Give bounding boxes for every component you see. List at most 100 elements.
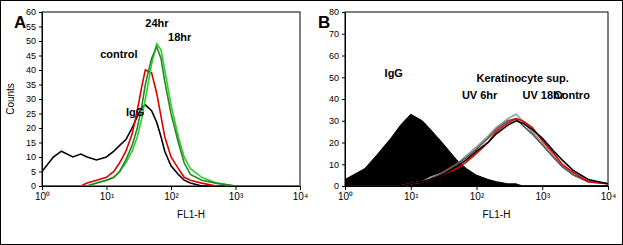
y-tick-label: 50 (26, 36, 36, 46)
y-tick-label: 40 (329, 94, 339, 104)
y-tick: 30 (26, 94, 42, 104)
x-tick: 10⁴ (601, 186, 616, 202)
panel: 10⁰10¹10²10³10⁴01020304050607080BFL1-HIg… (318, 7, 616, 220)
histogram-line (42, 44, 300, 186)
y-tick-label: 55 (26, 22, 36, 32)
y-tick-label: 80 (329, 7, 339, 17)
histogram-line (42, 105, 300, 186)
y-tick-label: 40 (26, 65, 36, 75)
y-tick: 10 (26, 152, 42, 162)
x-tick-label: 10³ (229, 191, 244, 202)
y-tick-label: 0 (31, 181, 36, 191)
x-tick-mark (107, 186, 108, 190)
y-tick-mark (39, 99, 42, 100)
y-tick-label: 45 (26, 51, 36, 61)
y-tick: 30 (329, 116, 345, 126)
x-tick-label: 10³ (536, 191, 551, 202)
y-tick: 20 (329, 138, 345, 148)
y-tick: 0 (334, 181, 345, 191)
plot-area (42, 44, 300, 186)
x-tick-label: 10² (164, 191, 179, 202)
y-tick-label: 50 (329, 73, 339, 83)
y-tick: 15 (26, 138, 42, 148)
y-axis-title: Counts (5, 83, 16, 115)
x-axis: 10⁰10¹10²10³10⁴ (338, 186, 616, 202)
y-tick: 0 (31, 181, 42, 191)
x-tick-label: 10¹ (100, 191, 115, 202)
y-tick-mark (342, 121, 345, 122)
y-tick-label: 30 (329, 116, 339, 126)
x-tick: 10³ (229, 186, 244, 202)
y-tick-label: 60 (26, 7, 36, 17)
x-tick-label: 10⁴ (601, 191, 616, 202)
y-tick: 50 (329, 73, 345, 83)
x-tick: 10² (164, 186, 179, 202)
x-tick-label: 10² (470, 191, 485, 202)
y-tick-label: 10 (26, 152, 36, 162)
histogram-area (345, 114, 608, 186)
y-tick: 60 (26, 7, 42, 17)
y-axis-line (342, 13, 346, 187)
x-axis-title: FL1-H (177, 209, 205, 220)
x-tick: 10⁰ (35, 186, 50, 202)
y-tick-mark (342, 56, 345, 57)
y-tick-mark (39, 186, 42, 187)
y-tick-label: 10 (329, 160, 339, 170)
y-tick-mark (39, 70, 42, 71)
annotation: 24hr (145, 17, 169, 29)
y-tick-mark (39, 12, 42, 13)
histogram-line (42, 70, 300, 186)
x-tick-label: 10⁰ (338, 191, 353, 202)
x-tick-mark (300, 186, 301, 190)
y-tick-mark (39, 128, 42, 129)
x-axis-title: FL1-H (483, 209, 511, 220)
x-tick-mark (236, 186, 237, 190)
y-tick-mark (342, 164, 345, 165)
x-axis: 10⁰ 10¹ 10² 10³ 10⁴ (35, 186, 308, 202)
y-tick: 50 (26, 36, 42, 46)
y-tick-mark (342, 99, 345, 100)
x-tick-mark (542, 186, 543, 190)
y-tick-mark (39, 27, 42, 28)
x-tick-label: 10⁴ (293, 191, 308, 202)
y-tick-label: 60 (329, 51, 339, 61)
figure-border (1, 1, 623, 245)
annotation: IgG (126, 106, 144, 118)
panel: 10⁰10¹10²10³10⁴051015202530354045505560A… (5, 7, 308, 220)
y-axis: 051015202530354045505560 (26, 7, 43, 191)
panel-title: A (14, 13, 26, 32)
y-tick-mark (39, 157, 42, 158)
y-tick-mark (342, 186, 345, 187)
y-tick-label: 70 (329, 29, 339, 39)
annotation: Keratinocyte sup. (477, 72, 569, 84)
x-tick: 10⁴ (293, 186, 308, 202)
histogram-line (345, 114, 608, 186)
annotation: Contro (554, 89, 590, 101)
x-tick-mark (608, 186, 609, 190)
y-tick-mark (342, 12, 345, 13)
x-axis-line (43, 187, 301, 191)
y-tick-mark (342, 143, 345, 144)
histogram-line (345, 121, 608, 186)
plot-area (345, 114, 608, 186)
y-tick: 60 (329, 51, 345, 61)
x-tick-label: 10⁰ (35, 191, 50, 202)
y-tick-mark (39, 41, 42, 42)
y-tick-label: 5 (31, 167, 36, 177)
histogram-line (345, 119, 608, 186)
annotation: IgG (385, 67, 403, 79)
y-tick-label: 25 (26, 109, 36, 119)
x-tick-mark (171, 186, 172, 190)
y-tick-label: 15 (26, 138, 36, 148)
y-tick-mark (39, 85, 42, 86)
y-tick-mark (39, 172, 42, 173)
histogram-line (42, 47, 300, 186)
y-axis: 0 10 20 30 40 50 60 70 80 (329, 7, 346, 191)
y-tick: 45 (26, 51, 42, 61)
y-tick: 40 (26, 65, 42, 75)
y-tick-mark (39, 114, 42, 115)
x-tick-mark (411, 186, 412, 190)
y-tick: 70 (329, 29, 345, 39)
y-tick: 80 (329, 7, 345, 17)
y-tick: 55 (26, 22, 42, 32)
